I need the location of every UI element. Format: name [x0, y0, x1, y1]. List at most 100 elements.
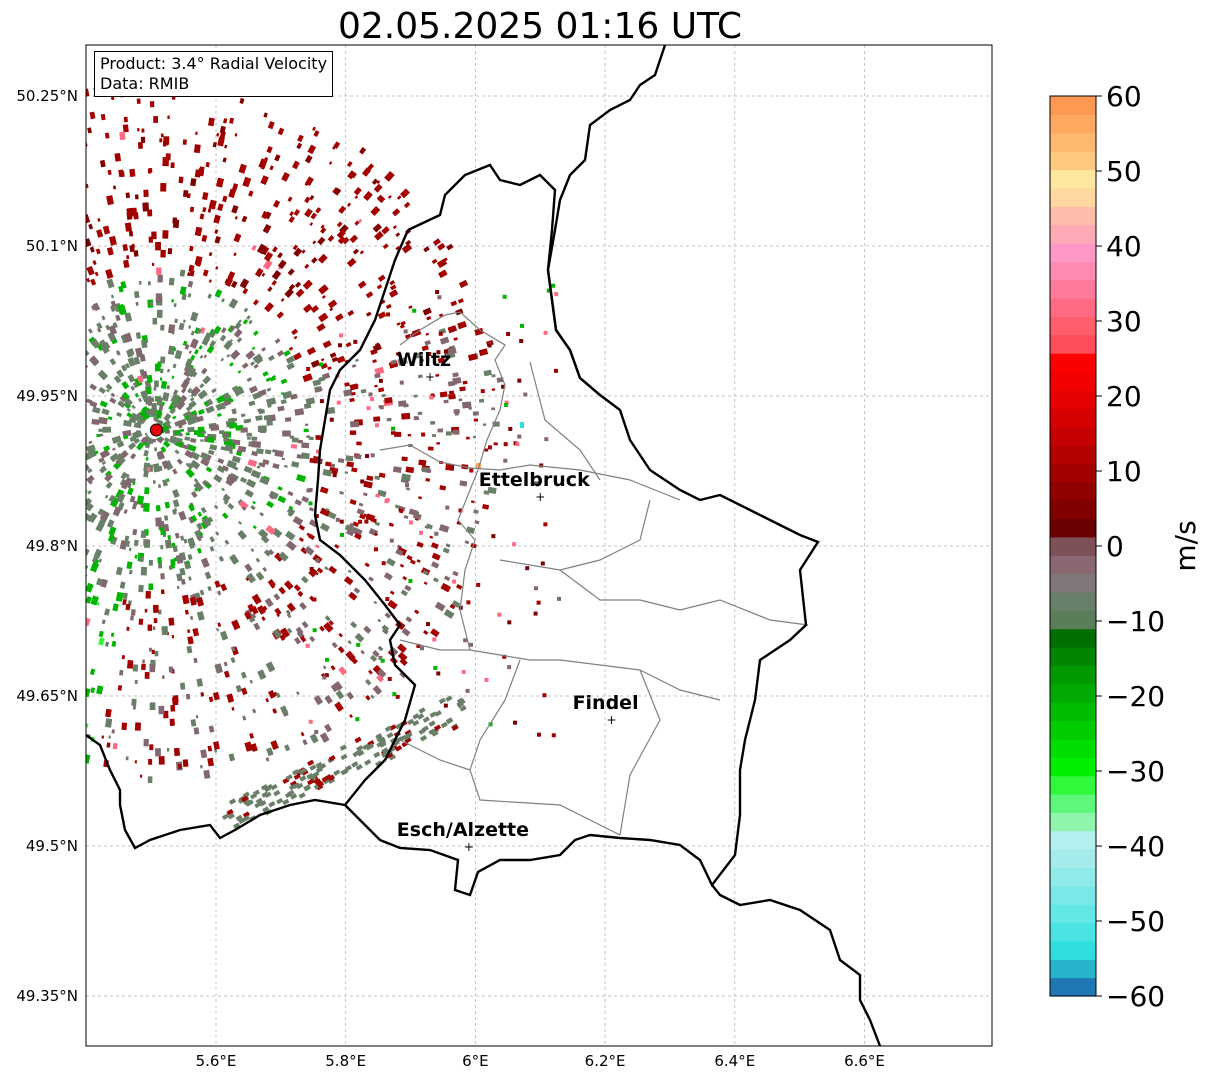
radar-echo [97, 508, 105, 516]
radar-echo [310, 305, 320, 313]
radar-echo [94, 271, 99, 277]
radar-echo [243, 419, 250, 424]
radar-echo [275, 692, 281, 699]
colorbar-segment [1050, 647, 1096, 666]
radar-echo [86, 265, 95, 276]
radar-echo [86, 348, 90, 357]
radar-echo [265, 757, 270, 762]
radar-echo [1, 366, 10, 373]
radar-echo [132, 481, 136, 486]
radar-echo [370, 517, 378, 524]
radar-echo [308, 506, 315, 512]
radar-echo [376, 735, 384, 743]
radar-echo [194, 487, 198, 492]
radar-echo [187, 537, 196, 548]
radar-echo [125, 362, 130, 369]
radar-echo [434, 601, 446, 612]
radar-echo [12, 177, 21, 187]
radar-echo [319, 732, 330, 743]
radar-echo [105, 708, 112, 718]
radar-echo [212, 691, 220, 701]
radar-echo [233, 233, 242, 243]
radar-echo [132, 528, 138, 536]
radar-echo [338, 205, 347, 214]
radar-echo [316, 567, 324, 574]
radar-echo [207, 757, 215, 767]
city-label: Ettelbruck [479, 469, 590, 491]
radar-echo [124, 312, 133, 322]
radar-echo [291, 437, 299, 443]
radar-echo [151, 649, 155, 655]
radar-echo [117, 685, 123, 691]
radar-echo [14, 459, 18, 463]
radar-echo [108, 526, 117, 536]
radar-echo [143, 449, 149, 457]
radar-echo [257, 425, 267, 432]
radar-echo [98, 386, 106, 394]
radar-echo [70, 437, 77, 443]
radar-echo [376, 674, 385, 683]
radar-echo [87, 328, 93, 334]
radar-echo [419, 734, 428, 742]
radar-echo [503, 403, 508, 408]
radar-echo [209, 444, 218, 451]
borders [86, 45, 882, 1046]
radar-echo [297, 439, 303, 444]
radar-echo [118, 169, 125, 177]
radar-echo [267, 286, 273, 292]
radar-echo [242, 798, 251, 806]
radar-echo [35, 497, 42, 503]
radar-echo [238, 520, 242, 525]
radar-echo [15, 257, 23, 265]
radar-echo [32, 137, 37, 143]
radar-echo [24, 278, 33, 287]
lat-tick-label: 50.1°N [26, 237, 78, 255]
radar-echo [152, 317, 158, 325]
radar-echo [115, 350, 121, 356]
radar-echo [329, 307, 334, 312]
radar-echo [282, 798, 290, 806]
radar-echo [231, 706, 235, 711]
radar-echo [20, 655, 26, 661]
radar-echo [147, 776, 153, 783]
radar-echo [346, 202, 352, 207]
colorbar-tick-label: −20 [1106, 680, 1165, 713]
radar-echo [106, 247, 114, 256]
radar-echo [80, 178, 84, 182]
radar-echo [262, 259, 273, 271]
radar-echo [132, 664, 139, 672]
radar-echo [65, 113, 71, 120]
radar-echo [158, 465, 163, 472]
radar-echo [148, 559, 153, 566]
radar-echo [0, 380, 2, 388]
radar-echo [194, 529, 204, 541]
radar-echo [6, 642, 10, 646]
radar-echo [41, 381, 45, 384]
radar-echo [96, 685, 104, 695]
radar-echo [88, 480, 93, 485]
radar-echo [167, 345, 176, 356]
radar-echo [309, 222, 314, 227]
radar-echo [287, 268, 295, 276]
radar-echo [138, 397, 143, 403]
radar-echo [163, 523, 170, 532]
radar-echo [240, 427, 248, 433]
radar-echo [314, 571, 319, 576]
radar-echo [176, 573, 183, 582]
radar-echo [203, 354, 208, 359]
radar-echo [131, 430, 143, 440]
colorbar-segment [1050, 389, 1096, 409]
radar-echo [89, 355, 100, 366]
radar-echo [432, 577, 439, 583]
radar-echo [554, 292, 559, 297]
radar-echo [189, 596, 197, 606]
radar-echo [95, 559, 100, 564]
radar-echo [148, 759, 153, 765]
radar-echo [134, 760, 137, 764]
radar-echo [47, 636, 55, 645]
radar-echo [155, 517, 163, 527]
radar-echo [125, 756, 129, 761]
radar-echo [350, 171, 357, 179]
radar-echo [395, 722, 403, 730]
radar-echo [365, 311, 372, 317]
